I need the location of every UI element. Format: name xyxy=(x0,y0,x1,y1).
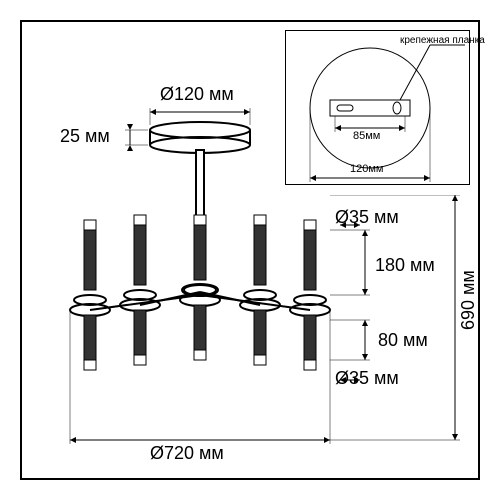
upper-len-label: 180 мм xyxy=(375,255,435,276)
chandelier-drawing xyxy=(40,100,360,460)
inset-label: крепежная планка xyxy=(400,35,485,46)
lower-len-label: 80 мм xyxy=(378,330,428,351)
canopy-h-label: 25 мм xyxy=(60,126,110,147)
canopy-dia-label: Ø120 мм xyxy=(160,84,234,105)
total-width-label: Ø720 мм xyxy=(150,443,224,464)
lower-dia-label: Ø35 мм xyxy=(335,368,399,389)
upper-dia-label: Ø35 мм xyxy=(335,207,399,228)
total-height-label: 690 мм xyxy=(458,270,479,330)
